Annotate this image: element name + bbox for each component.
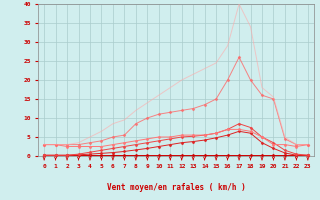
X-axis label: Vent moyen/en rafales ( km/h ): Vent moyen/en rafales ( km/h ) [107,183,245,192]
